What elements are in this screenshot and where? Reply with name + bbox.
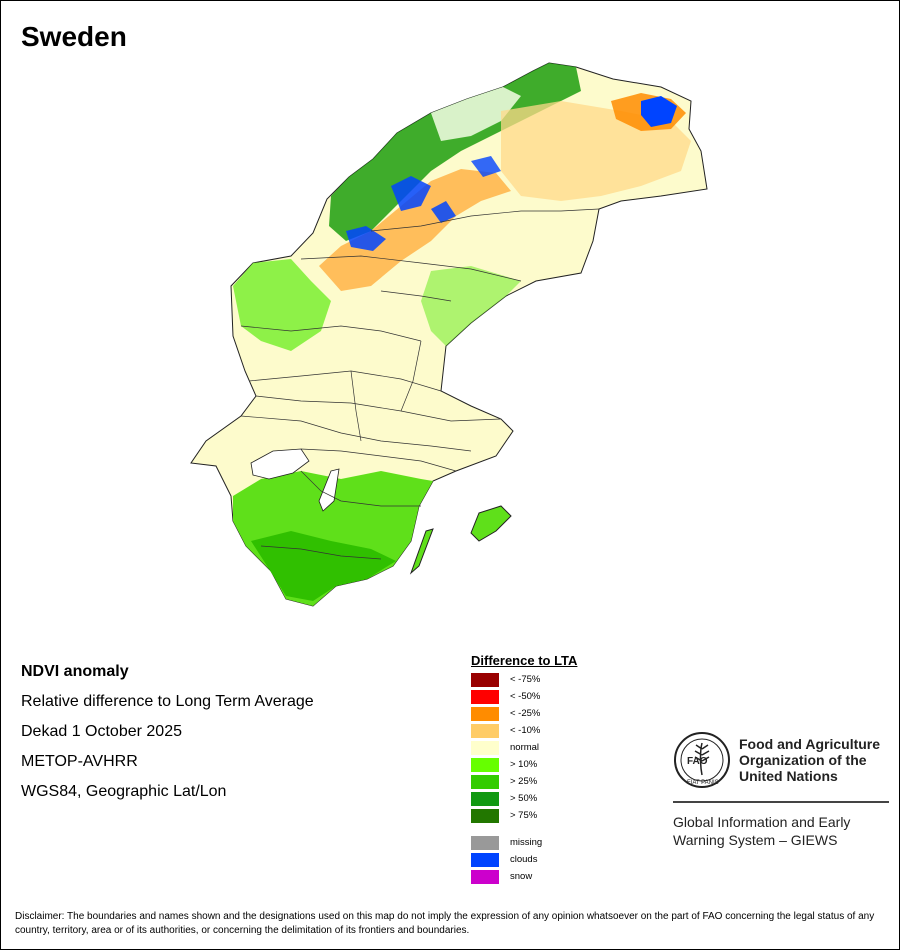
sensor-name: METOP-AVHRR [21,753,138,770]
legend-extra-label: missing [510,837,543,848]
lake-vattern [318,468,340,512]
legend-extra-swatch [471,869,499,884]
legend-item: < -50% [471,688,577,705]
legend-extra-label: clouds [510,854,538,865]
legend-extra-label: snow [510,871,533,882]
legend-label: < -25% [510,708,541,719]
legend-label: < -50% [510,691,541,702]
legend-label: > 75% [510,810,538,821]
org-name-line-2: Organization of the [739,752,867,768]
legend-extra-swatch [471,835,499,850]
map-title: Sweden [21,21,127,52]
legend-item: > 10% [471,756,577,773]
cloud-patch-north-4 [471,156,501,177]
fao-logo-motto: FIAT PANIS [687,780,719,786]
legend-swatch [471,706,499,721]
legend-extra-item: clouds [471,851,577,868]
legend-swatch [471,740,499,755]
fao-header: FAO FIAT PANIS Food and Agriculture Orga… [673,731,889,789]
projection-info: WGS84, Geographic Lat/Lon [21,783,227,800]
south-strong-positive [251,531,396,601]
map-info: NDVI anomaly Relative difference to Long… [21,657,314,807]
county-boundaries [240,208,600,560]
legend-label: > 25% [510,776,538,787]
legend-label: < -10% [510,725,541,736]
legend-item: > 75% [471,807,577,824]
lake-vanern [250,448,310,480]
legend-item: < -25% [471,705,577,722]
disclaimer: Disclaimer: The boundaries and names sho… [15,911,875,936]
org-name-line-1: Food and Agriculture [739,736,881,752]
org-name: Food and Agriculture Organization of the… [739,736,880,784]
org-name-line-3: United Nations [739,768,838,784]
legend-swatch [471,774,499,789]
org-divider [673,801,889,803]
north-negative-anomaly [319,169,511,291]
legend-label: > 10% [510,759,538,770]
cloud-patch-northeast [641,96,677,127]
ndvi-anomaly-map [190,62,708,607]
legend-extra-item: snow [471,868,577,885]
cloud-patch-north-2 [346,226,386,251]
legend-item: > 50% [471,790,577,807]
legend-swatch [471,723,499,738]
fao-giews-block: FAO FIAT PANIS Food and Agriculture Orga… [673,731,889,849]
product-description: Relative difference to Long Term Average [21,693,314,710]
east-coast-positive [421,266,521,346]
legend-extra-item: missing [471,834,577,851]
legend-label: > 50% [510,793,538,804]
northwest-mountain-green [329,63,581,241]
island-oland [409,528,434,575]
legend: Difference to LTA < -75% < -50% < -25% <… [471,653,577,885]
fao-logo-letters: FAO [687,756,708,767]
cloud-patch-north-3 [431,201,456,223]
product-name: NDVI anomaly [21,663,129,680]
legend-item: normal [471,739,577,756]
legend-label: < -75% [510,674,541,685]
cloud-patch-north-1 [391,176,431,211]
legend-swatch [471,689,499,704]
legend-title: Difference to LTA [471,653,578,668]
legend-swatch [471,672,499,687]
legend-swatch [471,808,499,823]
legend-item: > 25% [471,773,577,790]
giews-name: Global Information and Early Warning Sys… [673,813,889,849]
time-period: Dekad 1 October 2025 [21,723,182,740]
legend-swatch [471,791,499,806]
giews-line-1: Global Information and Early [673,814,851,830]
legend-extra-swatch [471,852,499,867]
legend-label: normal [510,742,540,753]
giews-line-2: Warning System – GIEWS [673,832,838,848]
legend-swatch [471,757,499,772]
northwest-light-green [431,87,521,141]
legend-item: < -75% [471,671,577,688]
fao-logo-icon: FAO FIAT PANIS [674,732,730,788]
island-gotland [470,505,512,542]
legend-item: < -10% [471,722,577,739]
